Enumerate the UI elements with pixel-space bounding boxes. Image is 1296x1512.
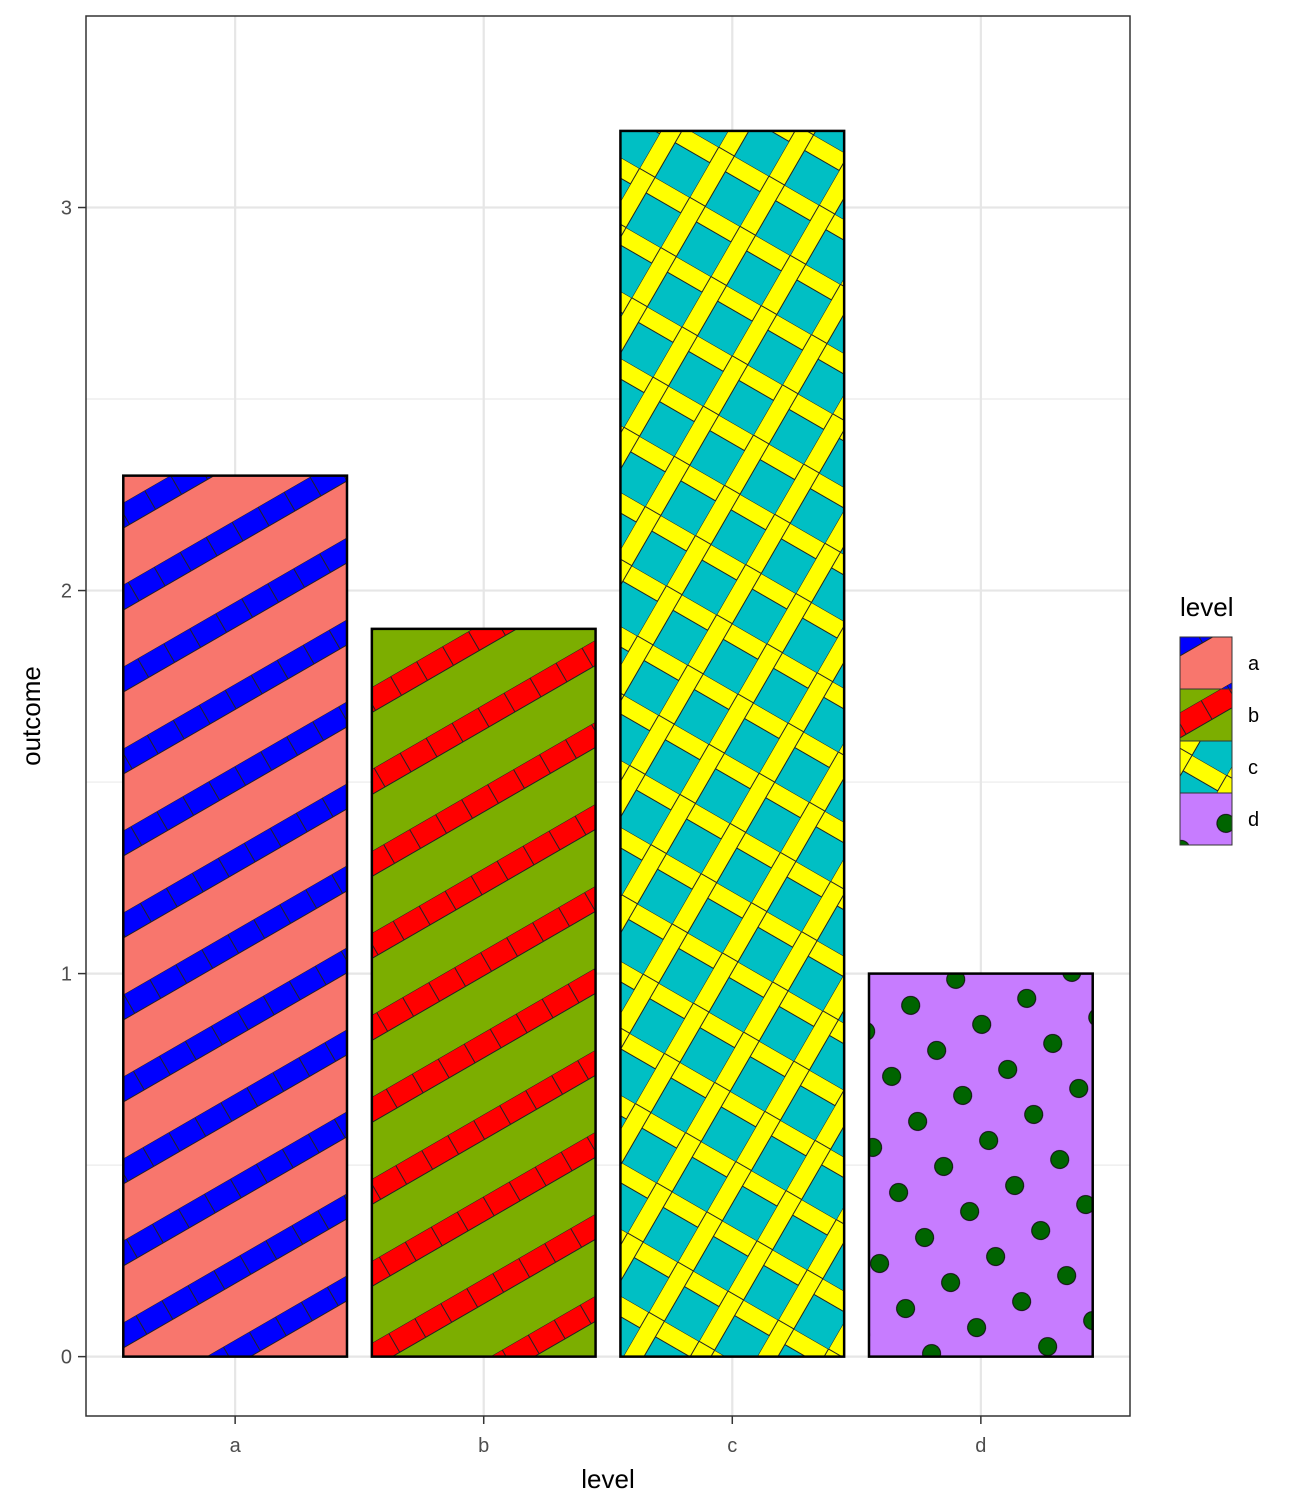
legend-label-a: a (1248, 653, 1260, 675)
legend-title: level (1180, 592, 1233, 622)
bar-b (370, 627, 597, 1358)
bar-d (867, 972, 1094, 1358)
x-tick-label: c (727, 1435, 737, 1457)
legend-key-b (1179, 688, 1233, 742)
y-tick-label: 0 (61, 1347, 72, 1369)
y-tick-label: 1 (61, 964, 72, 986)
x-axis-title: level (581, 1464, 634, 1494)
legend-label-d: d (1248, 809, 1259, 831)
x-axis: a b c d (230, 1416, 986, 1457)
bar-c (619, 129, 846, 1358)
plot-border (85, 15, 1131, 1417)
y-axis: 0 1 2 3 (61, 198, 86, 1369)
y-tick-label: 2 (61, 581, 72, 603)
x-tick-label: a (230, 1435, 242, 1457)
legend-label-c: c (1248, 757, 1258, 779)
x-tick-label: d (975, 1435, 986, 1457)
y-tick-label: 3 (61, 198, 72, 220)
legend-key-d (1179, 792, 1233, 846)
legend-key-a (1179, 636, 1233, 690)
legend-key-c (1179, 740, 1233, 794)
legend: level a b c d (1179, 592, 1260, 846)
x-tick-label: b (478, 1435, 489, 1457)
bar-a (122, 474, 349, 1358)
y-axis-title: outcome (16, 666, 46, 766)
legend-label-b: b (1248, 705, 1259, 727)
bars (122, 129, 1094, 1358)
